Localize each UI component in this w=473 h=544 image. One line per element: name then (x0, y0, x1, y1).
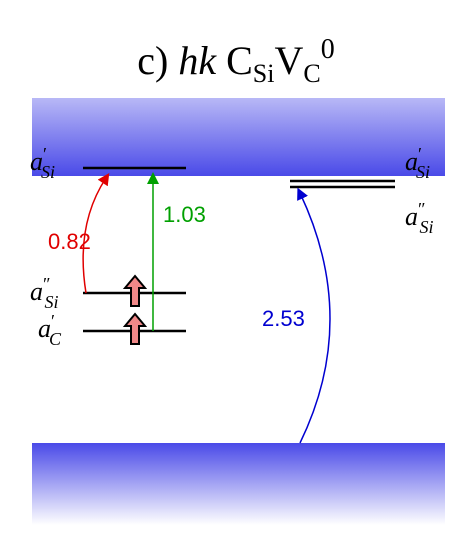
spin-arrow (122, 312, 148, 345)
energy-label: 1.03 (163, 202, 206, 227)
energy-label: 0.82 (48, 229, 91, 254)
transition-arrow (82, 172, 110, 294)
level-label: a′ Si (405, 144, 430, 182)
valence-band (32, 443, 445, 525)
level-label: a′ C (38, 311, 62, 349)
electrons (122, 274, 148, 345)
level-sub: Si (420, 217, 434, 237)
title-v-sub: C (303, 59, 320, 88)
title-c-sub: Si (253, 59, 275, 88)
level-symbol: a (30, 277, 43, 306)
levels (83, 166, 395, 333)
level-sub: Si (45, 292, 59, 312)
level-label: a′ Si (30, 144, 55, 182)
transition-arrow (297, 187, 331, 444)
level-sub: C (49, 329, 62, 349)
title-v: V (274, 38, 303, 83)
level-prime: ″ (43, 274, 51, 294)
level-symbol: a (30, 147, 43, 176)
title-label: c) (137, 38, 168, 83)
conduction-band (32, 98, 445, 176)
level-symbol: a (405, 202, 418, 231)
level-prime: ″ (418, 199, 426, 219)
spin-arrow (122, 274, 148, 307)
level-prime: ′ (43, 144, 47, 164)
title: c) hk CSiVC0 (137, 34, 334, 88)
title-c: C (226, 38, 253, 83)
title-italic: hk (178, 38, 217, 83)
level-sub: Si (416, 162, 430, 182)
level-prime: ′ (51, 311, 55, 331)
level-sub: Si (41, 162, 55, 182)
level-label: a″ Si (405, 199, 434, 237)
title-sup: 0 (321, 34, 335, 65)
level-prime: ′ (418, 144, 422, 164)
level-symbol: a (405, 147, 418, 176)
level-symbol: a (38, 314, 51, 343)
energy-label: 2.53 (262, 306, 305, 331)
level-label: a″ Si (30, 274, 59, 312)
